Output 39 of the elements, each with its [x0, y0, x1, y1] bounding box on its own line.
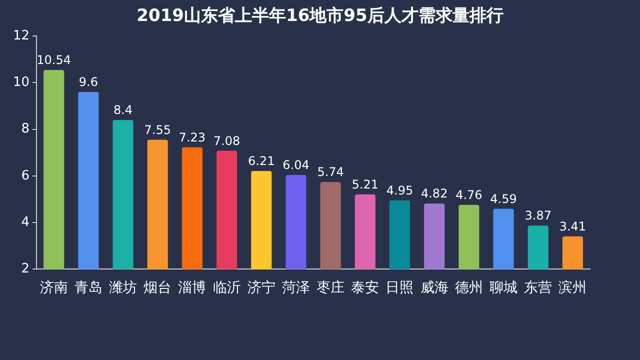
data-label: 4.82	[420, 186, 448, 201]
x-tick-label: 菏泽	[282, 280, 310, 296]
x-tick-label: 济宁	[247, 280, 276, 296]
data-label: 3.41	[559, 219, 586, 234]
x-tick-label: 济南	[40, 280, 68, 296]
data-label: 7.23	[178, 130, 206, 144]
x-tick-label: 日照	[386, 280, 414, 296]
x-tick-label: 威海	[420, 280, 448, 296]
data-label: 4.59	[490, 192, 517, 206]
y-tick-label: 12	[12, 28, 30, 44]
data-label: 4.95	[386, 184, 414, 198]
y-tick-label: 4	[21, 214, 30, 230]
y-tick-label: 10	[12, 75, 30, 90]
x-tick-label: 潍坊	[109, 280, 138, 296]
data-label: 9.6	[78, 75, 98, 90]
x-tick-label: 烟台	[144, 280, 172, 296]
data-label: 10.54	[36, 53, 72, 68]
data-label: 7.08	[213, 134, 240, 148]
data-label: 6.04	[282, 158, 310, 172]
data-label: 8.4	[113, 103, 133, 118]
data-label: 7.55	[144, 122, 171, 137]
x-tick-label: 淄博	[178, 280, 206, 296]
x-tick-label: 枣庄	[316, 280, 345, 296]
x-tick-label: 临沂	[212, 280, 241, 296]
data-label: 4.76	[456, 188, 482, 202]
data-label: 5.74	[317, 165, 344, 180]
x-tick-label: 东营	[524, 280, 552, 296]
x-tick-label: 青岛	[74, 280, 102, 296]
x-tick-label: 泰安	[351, 280, 380, 296]
x-tick-label: 滨州	[558, 280, 587, 296]
y-tick-label: 8	[21, 122, 30, 137]
data-label: 3.87	[524, 208, 552, 223]
y-tick-label: 6	[21, 168, 30, 184]
x-tick-label: 聊城	[490, 280, 518, 296]
data-label: 5.21	[352, 177, 379, 192]
y-tick-label: 2	[21, 262, 30, 277]
chart-title: 2019山东省上半年16地市95后人才需求量排行	[136, 5, 504, 27]
data-label: 6.21	[248, 154, 275, 168]
x-tick-label: 德州	[454, 280, 483, 296]
